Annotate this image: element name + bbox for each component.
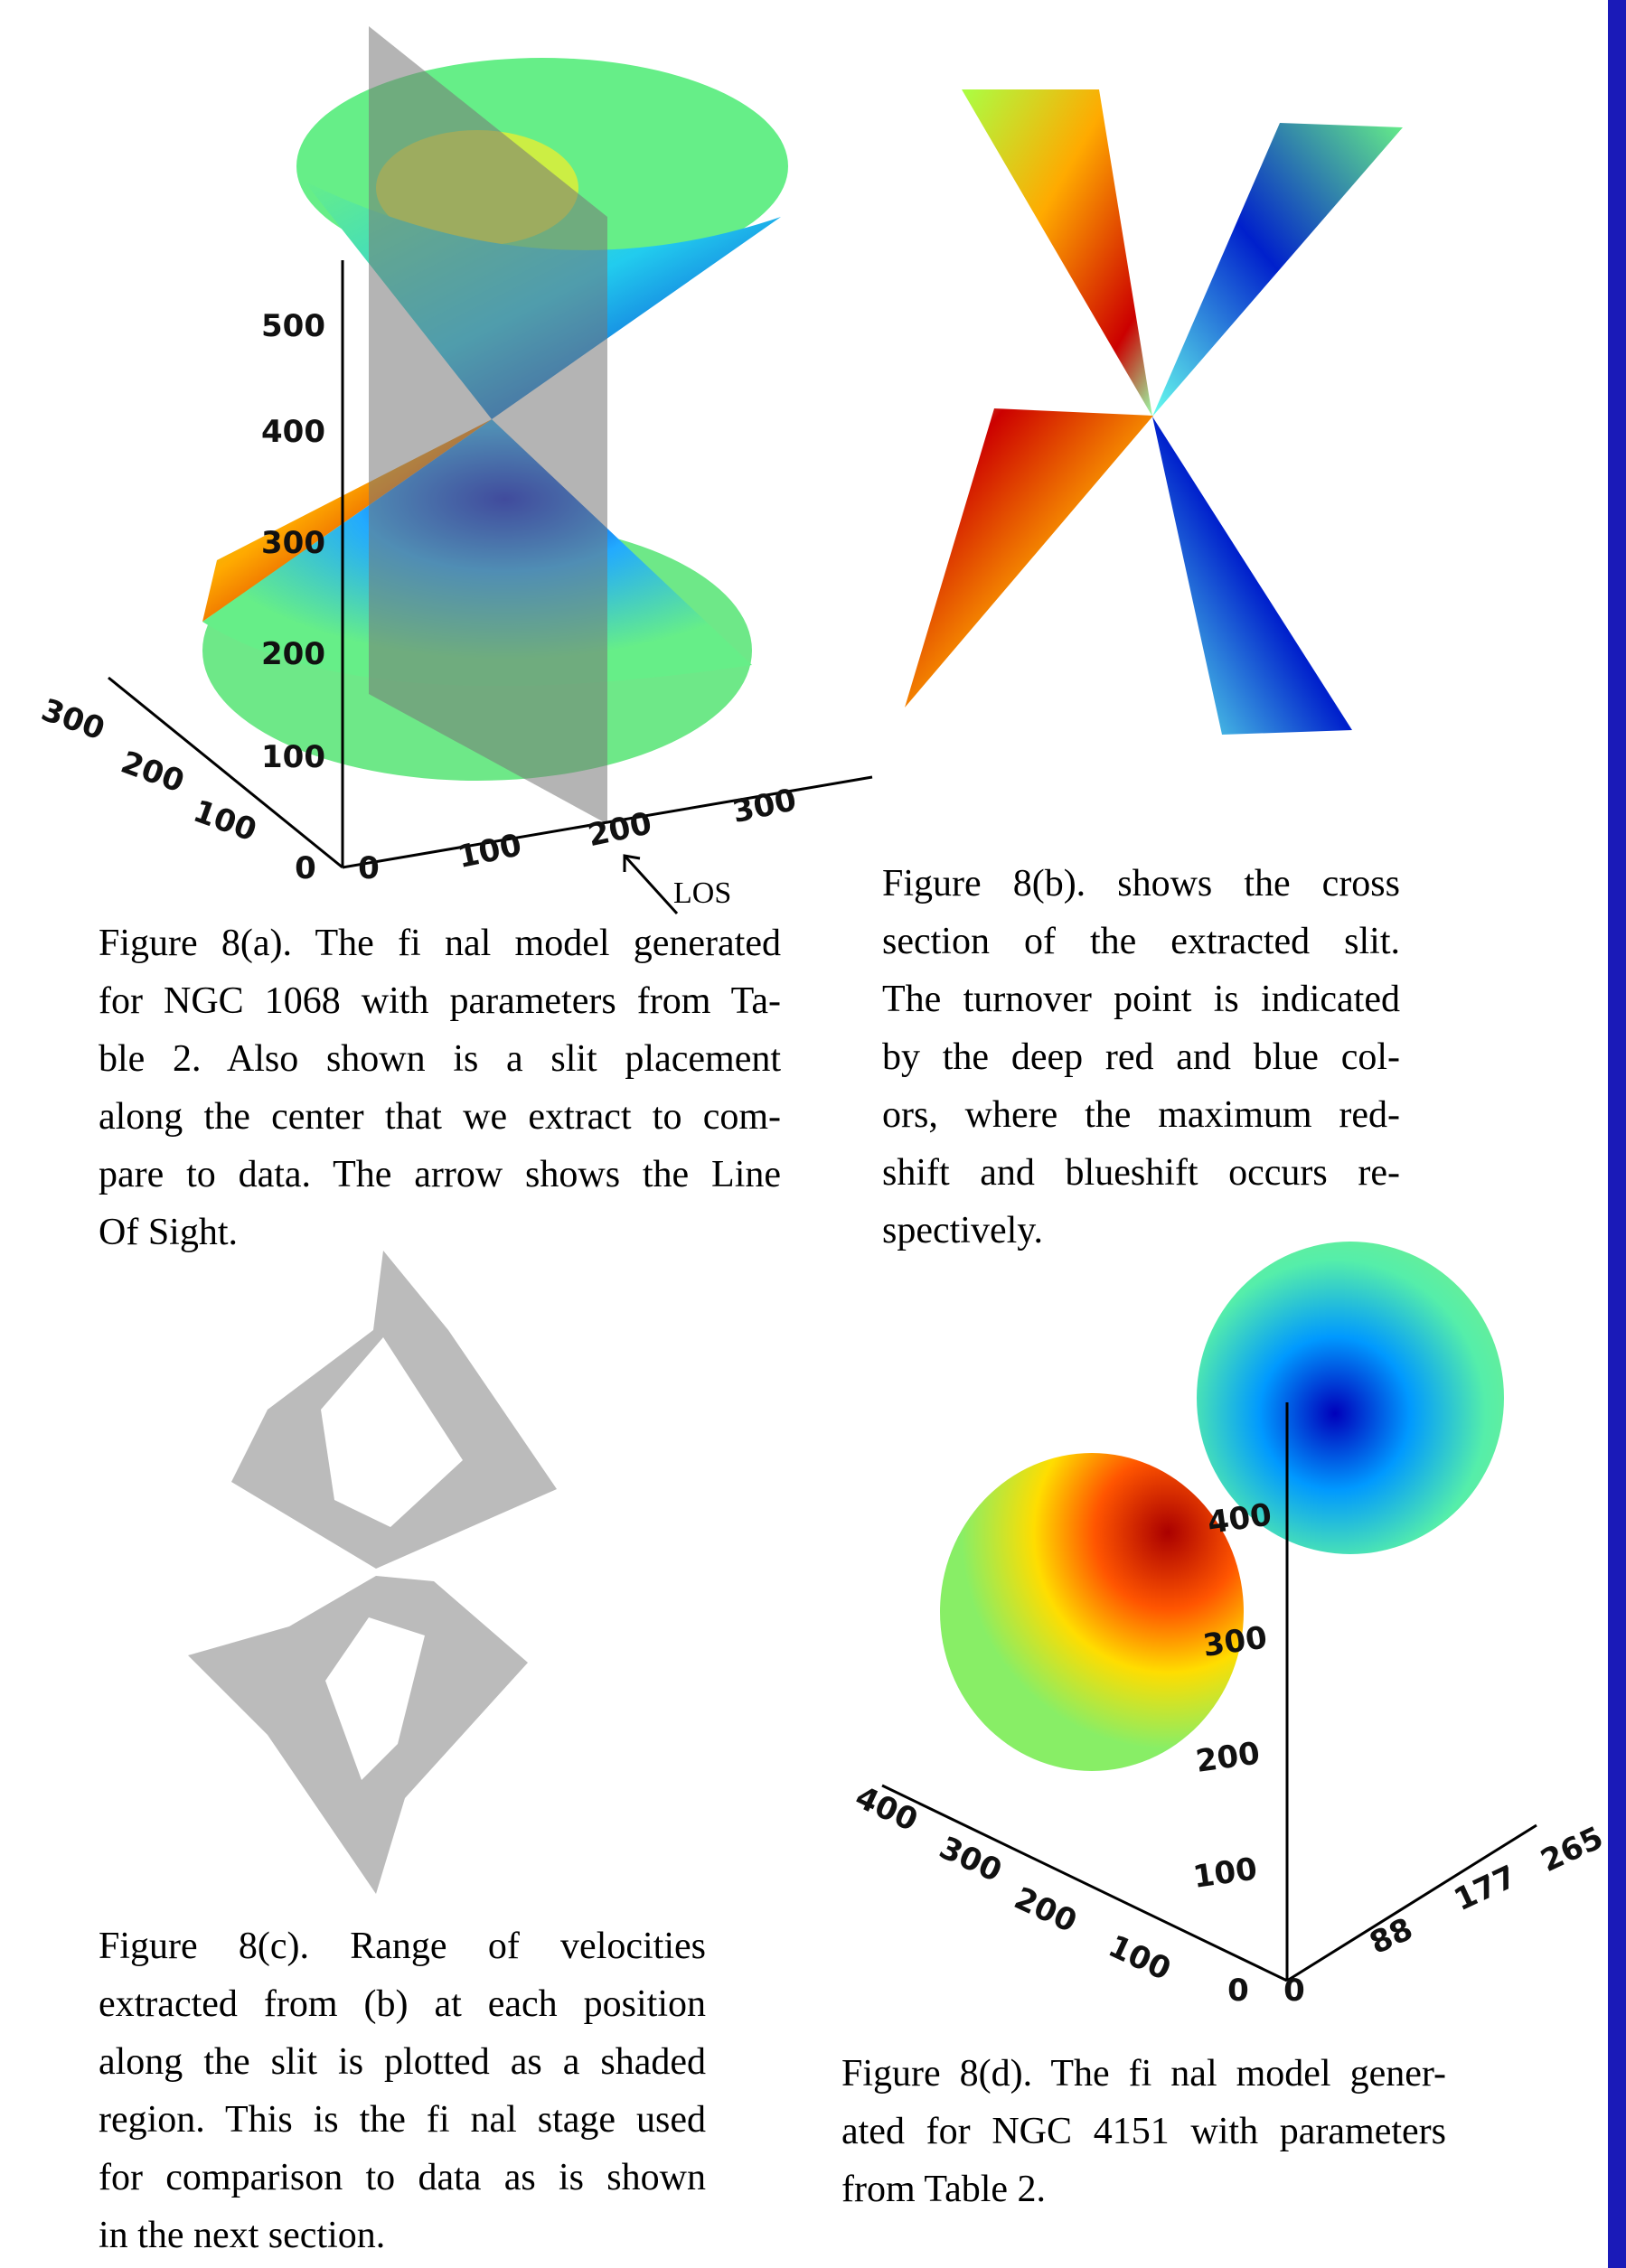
- tick-label: 300: [37, 692, 109, 748]
- caption-line: section of the extracted slit.: [882, 913, 1400, 970]
- caption-line: ble 2. Also shown is a slit placement: [99, 1030, 781, 1088]
- tick-label: 100: [261, 739, 325, 775]
- slit-section: [905, 408, 1153, 708]
- caption-line: extracted from (b) at each position: [99, 1975, 706, 2033]
- caption-line: by the deep red and blue col-: [882, 1028, 1400, 1086]
- slit-section: [1152, 417, 1352, 735]
- caption-line: spectively.: [882, 1202, 1400, 1260]
- tick-label: 300: [729, 782, 800, 830]
- edge-bar: [1608, 0, 1626, 2268]
- caption-line: along the center that we extract to com-: [99, 1088, 781, 1146]
- caption-line: ors, where the maximum red-: [882, 1086, 1400, 1144]
- tick-label: 100: [1103, 1928, 1176, 1988]
- caption-line: Figure 8(a). The fi nal model generated: [99, 914, 781, 972]
- caption-line: from Table 2.: [841, 2160, 1446, 2218]
- tick-label: 400: [261, 414, 325, 450]
- caption-line: for NGC 1068 with parameters from Ta-: [99, 972, 781, 1030]
- velocity-range: [231, 1251, 557, 1569]
- caption-line: region. This is the fi nal stage used: [99, 2091, 706, 2149]
- tick-label: 0: [1227, 1973, 1249, 2009]
- caption-line: ated for NGC 4151 with parameters: [841, 2103, 1446, 2160]
- cone-disc: [940, 1453, 1244, 1771]
- tick-label: 0: [358, 850, 380, 886]
- tick-label: 200: [117, 745, 189, 801]
- tick-label: 100: [455, 827, 525, 876]
- tick-label: 0: [295, 850, 316, 886]
- caption: Figure 8(d). The fi nal model gener-ated…: [841, 2045, 1446, 2218]
- figure-c: [188, 1251, 557, 1894]
- caption-line: pare to data. The arrow shows the Line: [99, 1146, 781, 1204]
- caption-line: Figure 8(d). The fi nal model gener-: [841, 2045, 1446, 2103]
- tick-label: 400: [1206, 1496, 1274, 1541]
- slit-section: [1152, 123, 1403, 417]
- tick-label: 200: [1009, 1880, 1082, 1940]
- caption-line: The turnover point is indicated: [882, 970, 1400, 1028]
- tick-label: 177: [1449, 1859, 1522, 1918]
- tick-label: 500: [261, 308, 325, 344]
- page: 500 400 300 200 100 0 0 100 200 300 300 …: [0, 0, 1626, 2268]
- tick-label: 0: [1283, 1973, 1305, 2009]
- caption-line: for comparison to data as is shown: [99, 2149, 706, 2207]
- tick-label: 100: [189, 793, 261, 849]
- figure-d: 400 300 200 100 400 300 200 100 0 0 88 1…: [850, 1242, 1609, 2009]
- tick-label: 200: [261, 636, 325, 672]
- slit-section: [962, 89, 1152, 417]
- tick-label: 300: [261, 525, 325, 561]
- los-label: LOS: [673, 876, 731, 910]
- tick-label: 300: [934, 1830, 1007, 1889]
- caption-line: Figure 8(c). Range of velocities: [99, 1917, 706, 1975]
- figure-b: [905, 89, 1403, 735]
- tick-label: 200: [1194, 1735, 1263, 1779]
- tick-label: 88: [1364, 1911, 1418, 1962]
- caption-line: Of Sight.: [99, 1204, 781, 1261]
- velocity-range: [188, 1576, 528, 1894]
- tick-label: 100: [1191, 1851, 1260, 1895]
- caption-line: Figure 8(b). shows the cross: [882, 855, 1400, 913]
- tick-label: 300: [1201, 1619, 1270, 1664]
- caption-line: in the next section.: [99, 2207, 706, 2264]
- caption-line: shift and blueshift occurs re-: [882, 1144, 1400, 1202]
- tick-label: 265: [1536, 1820, 1609, 1879]
- figure-a: 500 400 300 200 100 0 0 100 200 300 300 …: [37, 26, 872, 914]
- caption-line: along the slit is plotted as a shaded: [99, 2033, 706, 2091]
